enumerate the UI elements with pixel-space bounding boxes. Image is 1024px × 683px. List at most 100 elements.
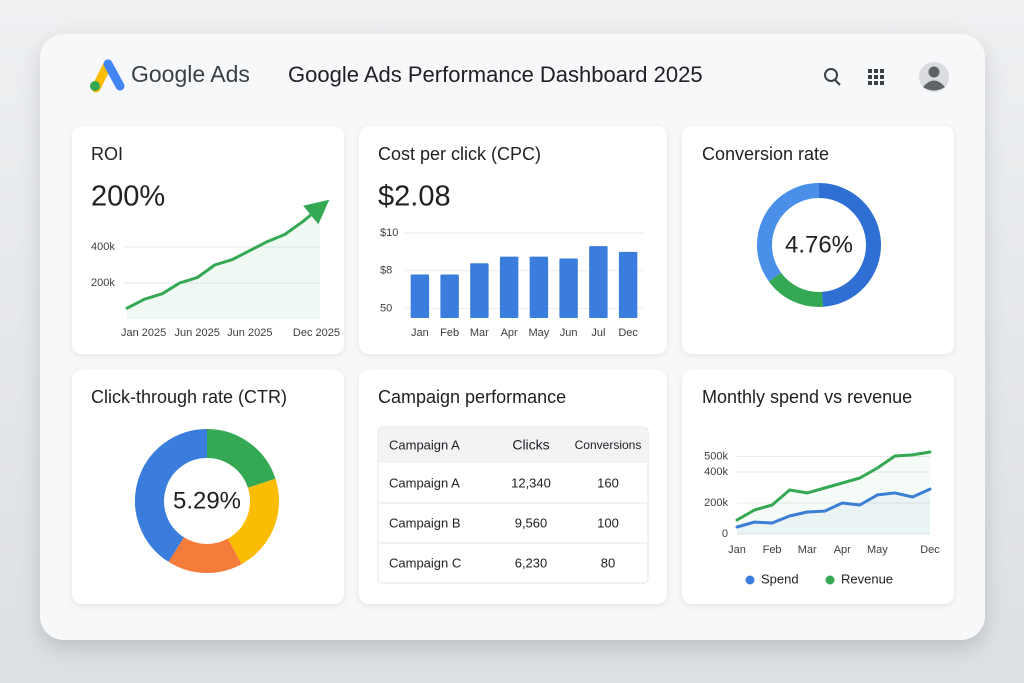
apps-dot xyxy=(880,81,884,85)
logo-blue xyxy=(103,59,125,91)
table-cell: Campaign B xyxy=(389,515,461,530)
bar xyxy=(499,256,519,318)
table-cell: 100 xyxy=(597,515,619,530)
bar xyxy=(618,251,638,318)
table-cell: 12,340 xyxy=(511,475,551,490)
kpi-value: $2.08 xyxy=(378,181,451,213)
card-title: Click-through rate (CTR) xyxy=(91,387,287,407)
x-tick-label: Dec 2025 xyxy=(293,327,340,339)
x-tick-label: Mar xyxy=(798,544,817,556)
bar xyxy=(559,258,578,318)
y-tick-label: 50 xyxy=(380,302,392,314)
x-tick-label: Jan 2025 xyxy=(121,327,166,339)
avatar-head xyxy=(928,66,940,78)
donut-segment xyxy=(757,183,820,282)
table-cell: 6,230 xyxy=(515,555,548,570)
table-header-cell: Conversions xyxy=(575,438,642,452)
apps-dot xyxy=(880,75,884,79)
table-header-bg xyxy=(379,428,647,463)
y-tick-label: 200k xyxy=(704,497,728,509)
x-tick-label: Jul xyxy=(591,327,605,339)
x-tick-label: Apr xyxy=(501,327,518,339)
apps-dot xyxy=(868,69,872,73)
search-icon[interactable] xyxy=(824,68,841,86)
table-cell: Campaign A xyxy=(389,475,460,490)
y-tick-label: 400k xyxy=(704,466,728,478)
x-tick-label: Jun 2025 xyxy=(227,327,272,339)
bar xyxy=(440,274,459,318)
line xyxy=(735,487,932,529)
donut-segment xyxy=(227,478,279,565)
x-tick-label: Mar xyxy=(470,327,489,339)
card xyxy=(72,370,344,604)
table-cell: 9,560 xyxy=(515,515,548,530)
donut-center-label: 4.76% xyxy=(785,231,853,258)
card-title: Conversion rate xyxy=(702,144,829,164)
card xyxy=(682,370,954,604)
brand: Google Ads xyxy=(131,61,250,87)
donut-segment xyxy=(768,272,823,307)
card-title: ROI xyxy=(91,144,123,164)
card-title: Campaign performance xyxy=(378,387,566,407)
y-tick-label: 500k xyxy=(704,450,728,462)
legend-label: Revenue xyxy=(841,571,893,586)
apps-dot xyxy=(868,81,872,85)
donut-segment xyxy=(818,183,881,307)
x-tick-label: May xyxy=(867,544,888,556)
card xyxy=(682,126,954,354)
apps-dot xyxy=(880,69,884,73)
logo xyxy=(90,59,125,93)
donut-segment xyxy=(168,536,242,573)
bar xyxy=(410,274,430,318)
y-tick-label: $10 xyxy=(380,227,398,239)
x-tick-label: Jan xyxy=(411,327,429,339)
apps-dot xyxy=(874,69,878,73)
x-tick-label: May xyxy=(528,327,549,339)
donut-center-label: 5.29% xyxy=(173,487,241,514)
legend-swatch xyxy=(825,575,835,585)
area xyxy=(737,452,930,534)
table-header-cell: Campaign A xyxy=(389,437,460,452)
apps-dot xyxy=(868,75,872,79)
logo-green xyxy=(90,81,100,91)
apps-dot xyxy=(874,75,878,79)
donut-segment xyxy=(206,429,276,489)
apps-icon[interactable] xyxy=(868,69,884,85)
avatar-body xyxy=(923,80,945,91)
x-tick-label: Jun 2025 xyxy=(175,327,220,339)
table-cell: 80 xyxy=(601,555,615,570)
line xyxy=(735,450,932,522)
y-tick-label: $8 xyxy=(380,265,392,277)
campaign-table xyxy=(377,426,649,584)
x-tick-label: Dec xyxy=(920,544,940,556)
page-title: Google Ads Performance Dashboard 2025 xyxy=(288,62,703,87)
table-cell: Campaign C xyxy=(389,555,461,570)
donut-segment xyxy=(135,429,208,562)
y-tick-label: 400k xyxy=(91,241,115,253)
x-tick-label: Apr xyxy=(834,544,851,556)
apps-dot xyxy=(874,81,878,85)
table-frame xyxy=(377,426,649,584)
area xyxy=(737,489,930,534)
x-tick-label: Jun xyxy=(560,327,578,339)
x-tick-label: Feb xyxy=(440,327,459,339)
bar xyxy=(589,246,608,318)
x-tick-label: Dec xyxy=(618,327,638,339)
table-cell: 160 xyxy=(597,475,619,490)
x-tick-label: Jan xyxy=(728,544,746,556)
card-title: Monthly spend vs revenue xyxy=(702,387,912,407)
search-lens xyxy=(824,68,838,82)
card-title: Cost per click (CPC) xyxy=(378,144,541,164)
line xyxy=(125,199,330,310)
bar xyxy=(529,256,549,318)
bar xyxy=(470,263,489,318)
legend-label: Spend xyxy=(761,571,799,586)
avatar[interactable] xyxy=(919,62,949,92)
y-tick-label: 0 xyxy=(722,528,728,540)
table-header-cell: Clicks xyxy=(512,437,549,453)
x-tick-label: Feb xyxy=(763,544,782,556)
legend-swatch xyxy=(745,575,755,585)
kpi-value: 200% xyxy=(91,181,165,213)
